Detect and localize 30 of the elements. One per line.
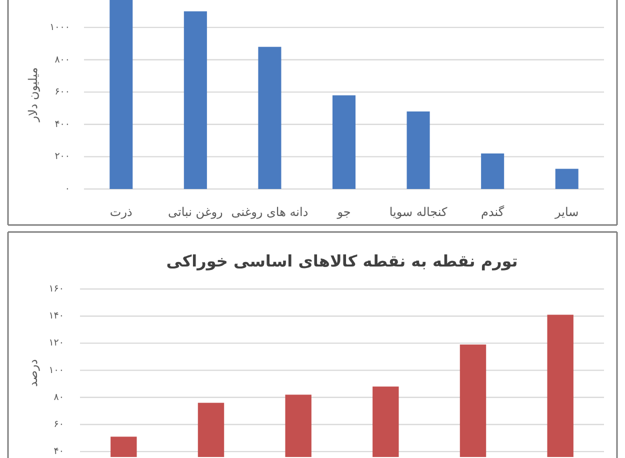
y-tick-label: ۱۰۰۰ [50, 22, 70, 33]
x-tick-label: دانه های روغنی [231, 205, 308, 219]
y-tick-label: ۰ [64, 184, 70, 194]
bar [184, 11, 207, 189]
x-tick-label: جو [336, 205, 351, 219]
y-axis-title: میلیون دلار [26, 67, 40, 123]
bar [110, 0, 133, 189]
y-tick-label: ۶۰۰ [54, 86, 70, 98]
y-tick-label: ۱۰۰ [48, 364, 64, 376]
x-tick-label: ذرت [110, 205, 132, 219]
chart-title: تورم نقطه به نقطه کالاهای اساسی خوراکی [166, 252, 518, 270]
x-tick-label: سایر [554, 205, 579, 219]
y-tick-label: ۶۰ [54, 418, 64, 430]
y-tick-label: ۸۰۰ [54, 54, 70, 66]
bar [481, 153, 504, 189]
y-tick-label: ۱۴۰ [48, 310, 64, 322]
y-axis-title: درصد [26, 359, 40, 387]
bar [555, 168, 578, 189]
y-tick-label: ۱۲۰ [48, 338, 64, 349]
y-tick-label: ۱۶۰ [48, 284, 64, 294]
x-tick-label: روغن نباتی [168, 205, 224, 219]
y-tick-label: ۲۰۰ [54, 151, 70, 162]
x-tick-label: گندم [481, 205, 504, 219]
bar [258, 46, 282, 189]
bar [406, 111, 430, 189]
y-tick-label: ۴۰ [54, 446, 64, 458]
bar [332, 95, 356, 189]
y-tick-label: ۸۰ [54, 392, 64, 403]
y-tick-label: ۴۰۰ [54, 118, 70, 130]
x-tick-label: کنجاله سویا [389, 205, 448, 219]
